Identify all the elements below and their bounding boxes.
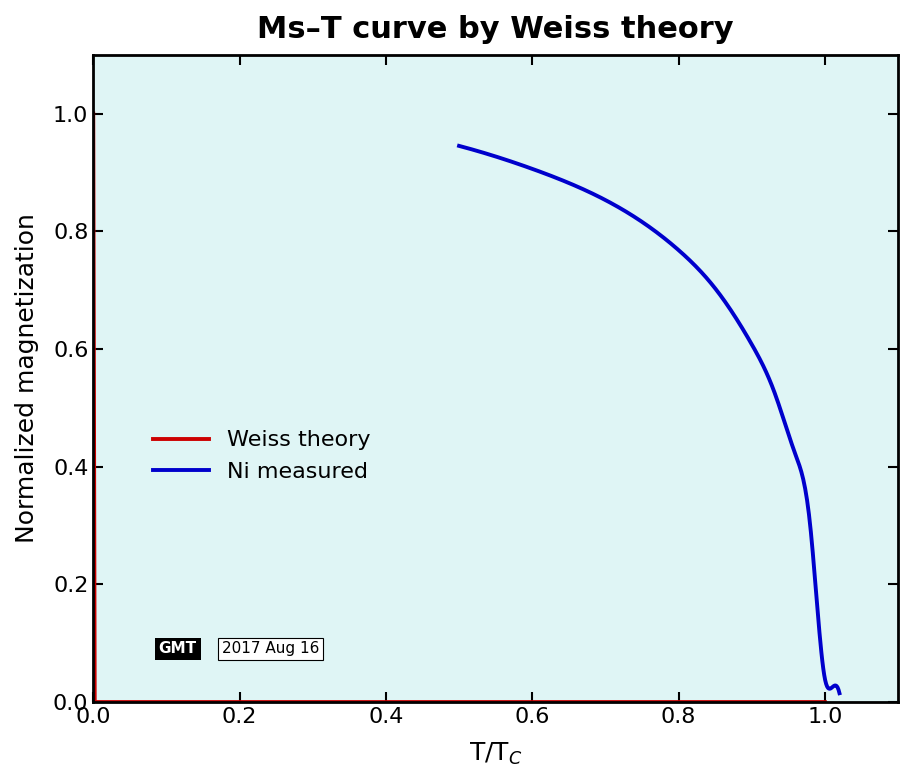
Ni measured — [730, 313, 741, 322]
Ni measured — [454, 142, 465, 151]
Line: Ni measured: Ni measured — [459, 146, 839, 693]
X-axis label: T/T$_C$: T/T$_C$ — [469, 741, 522, 767]
Weiss theory — [414, 698, 425, 707]
Text: 2017 Aug 16: 2017 Aug 16 — [222, 641, 319, 656]
Text: GMT: GMT — [159, 641, 197, 656]
Legend: Weiss theory, Ni measured: Weiss theory, Ni measured — [144, 421, 379, 490]
Ni measured — [499, 155, 510, 164]
Weiss theory — [88, 109, 99, 118]
Ni measured — [604, 198, 615, 207]
Ni measured — [729, 310, 740, 319]
Ni measured — [578, 185, 589, 194]
Weiss theory — [388, 698, 399, 707]
Ni measured — [834, 688, 845, 698]
Weiss theory — [89, 698, 100, 707]
Weiss theory — [603, 698, 614, 707]
Ni measured — [693, 264, 704, 274]
Weiss theory — [604, 698, 615, 707]
Weiss theory — [236, 698, 247, 707]
Weiss theory — [381, 698, 392, 707]
Weiss theory — [819, 698, 830, 707]
Line: Weiss theory: Weiss theory — [93, 113, 824, 702]
Y-axis label: Normalized magnetization: Normalized magnetization — [15, 213, 39, 543]
Title: Ms–T curve by Weiss theory: Ms–T curve by Weiss theory — [257, 15, 734, 44]
